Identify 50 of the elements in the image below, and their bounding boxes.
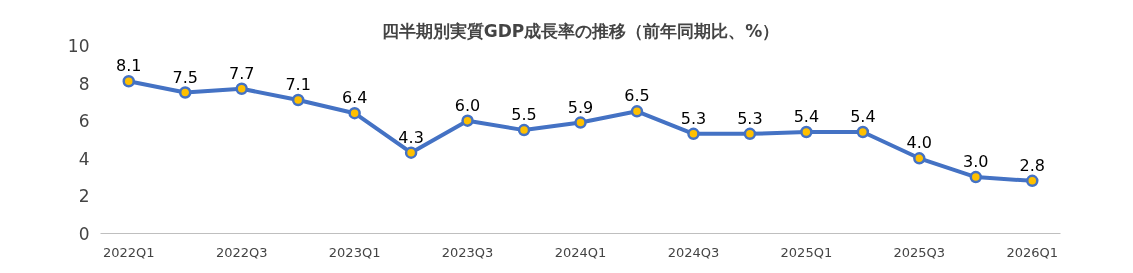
y-tick-label: 2 [78, 186, 90, 207]
data-label: 5.3 [680, 108, 707, 128]
data-label: 4.0 [906, 133, 933, 153]
data-label: 2.8 [1019, 155, 1045, 175]
point [517, 123, 531, 137]
point [687, 127, 700, 141]
point [461, 114, 474, 127]
data-label: 5.3 [737, 108, 763, 128]
data-label: 8.1 [116, 56, 142, 76]
point [122, 74, 135, 88]
point [969, 170, 983, 184]
data-label: 3.0 [963, 152, 989, 172]
x-tick-label: 2026Q1 [1006, 244, 1059, 260]
point [291, 93, 305, 107]
x-tick-label: 2023Q1 [328, 244, 381, 260]
point [743, 127, 757, 141]
data-label: 5.4 [850, 106, 876, 126]
x-tick-label: 2022Q1 [102, 244, 155, 260]
x-tick-label: 2023Q3 [441, 244, 494, 260]
point [404, 146, 418, 159]
point [630, 105, 644, 118]
x-tick-label: 2025Q3 [893, 244, 946, 260]
data-label: 6.5 [624, 86, 650, 106]
point [178, 86, 192, 99]
point [800, 125, 813, 139]
point [1026, 174, 1039, 188]
point [913, 152, 926, 165]
data-label: 5.4 [793, 106, 820, 126]
point [235, 82, 248, 95]
x-tick-label: 2022Q3 [215, 244, 268, 260]
point [856, 125, 870, 139]
point [348, 106, 361, 120]
data-label: 4.3 [398, 127, 424, 147]
data-label: 5.5 [511, 105, 537, 125]
y-tick-label: 8 [78, 73, 90, 94]
y-tick-label: 0 [78, 224, 90, 244]
x-tick-label: 2025Q1 [780, 244, 833, 260]
x-tick-label: 2024Q3 [667, 244, 720, 260]
data-label: 7.7 [228, 63, 255, 83]
y-tick-label: 10 [67, 36, 90, 56]
y-tick-label: 6 [78, 111, 90, 132]
data-label: 5.9 [567, 97, 594, 117]
data-label: 6.0 [454, 95, 481, 115]
y-tick-label: 4 [78, 148, 90, 169]
data-label: 7.1 [285, 75, 311, 95]
x-tick-label: 2024Q1 [554, 244, 607, 260]
point [574, 116, 587, 129]
chart-title: 四半期別実質GDP成長率の推移（前年同期比、%） [381, 20, 780, 41]
data-label: 7.5 [172, 67, 198, 87]
data-label: 6.4 [341, 88, 368, 108]
